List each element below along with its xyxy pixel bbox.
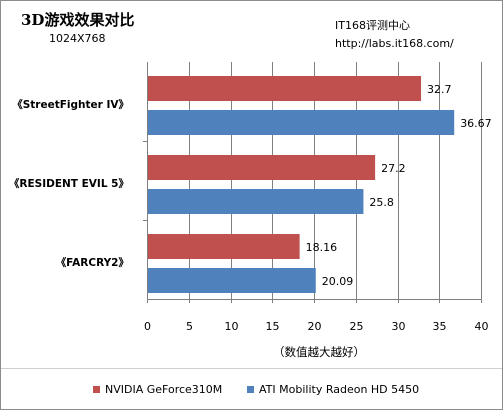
x-tick-label-5: 5 (186, 320, 193, 333)
bar-0-1 (148, 155, 376, 180)
x-tick-label-10: 10 (225, 320, 239, 333)
bar-chart-plot: 0 5 10 15 20 25 30 35 40 《StreetFighter IV》 32.7 36… (9, 62, 492, 359)
source-url: http://labs.it168.com/ (335, 37, 454, 50)
legend-label-nvidia: NVIDIA GeForce310M (105, 383, 223, 396)
x-tick-label-25: 25 (350, 320, 364, 333)
chart-title: 3D游戏效果对比 (21, 11, 135, 29)
bar-1-2 (148, 268, 316, 293)
legend-swatch-ati (247, 386, 254, 393)
x-tick-label-20: 20 (308, 320, 322, 333)
value-label-0-0: 32.7 (427, 83, 452, 96)
source-name: IT168评测中心 (335, 19, 410, 32)
legend-item-nvidia: NVIDIA GeForce310M (93, 383, 222, 396)
legend-swatch-nvidia (93, 386, 100, 393)
category-label-0: 《StreetFighter IV》 (12, 98, 129, 111)
bar-1-1 (148, 189, 364, 214)
chart-subtitle: 1024X768 (49, 32, 106, 45)
x-axis-title: （数值越大越好） (273, 345, 365, 359)
value-label-0-1: 27.2 (381, 162, 406, 175)
value-label-1-2: 20.09 (322, 275, 354, 288)
value-label-0-2: 18.16 (306, 241, 338, 254)
value-label-1-1: 25.8 (369, 196, 394, 209)
legend-divider (1, 368, 502, 369)
x-tick-label-35: 35 (433, 320, 447, 333)
bar-1-0 (148, 110, 455, 135)
value-label-1-0: 36.67 (460, 117, 492, 130)
legend-label-ati: ATI Mobility Radeon HD 5450 (259, 383, 420, 396)
x-tick-label-0: 0 (144, 320, 151, 333)
category-label-1: 《RESIDENT EVIL 5》 (9, 177, 129, 190)
x-tick-label-40: 40 (475, 320, 489, 333)
bar-0-0 (148, 76, 422, 101)
legend-item-ati: ATI Mobility Radeon HD 5450 (247, 383, 419, 396)
x-tick-label-15: 15 (266, 320, 280, 333)
x-tick-label-30: 30 (392, 320, 406, 333)
chart-legend: NVIDIA GeForce310M ATI Mobility Radeon H… (1, 371, 502, 401)
bar-0-2 (148, 234, 300, 259)
category-label-2: 《FARCRY2》 (56, 256, 129, 269)
